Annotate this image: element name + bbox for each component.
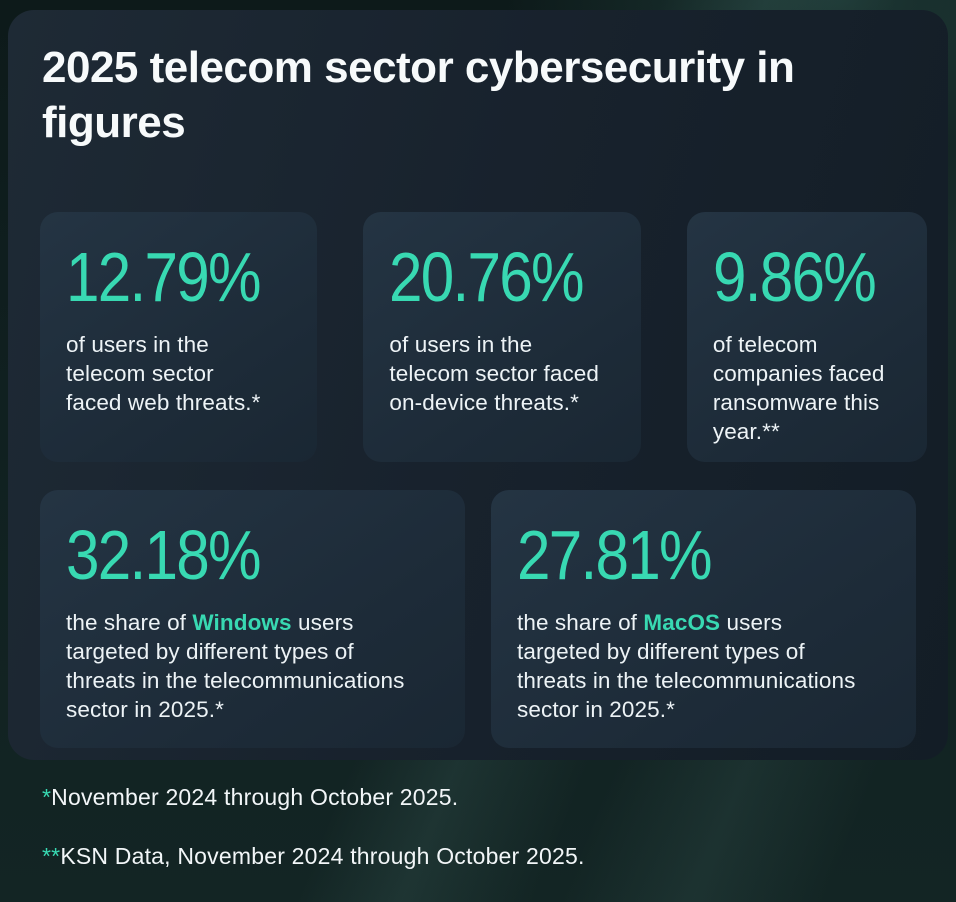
footnote-asterisk: *November 2024 through October 2025.: [42, 783, 585, 811]
stat-description-line: threats in the telecommunications: [66, 668, 405, 693]
stat-description-line: threats in the telecommunications: [517, 668, 856, 693]
macos-highlight: MacOS: [643, 610, 721, 635]
stat-description-line: targeted by different types of: [517, 639, 805, 664]
stat-description-line: year.**: [712, 419, 780, 444]
footnote-double-asterisk: **KSN Data, November 2024 through Octobe…: [42, 842, 585, 870]
stat-description-line: targeted by different types of: [66, 639, 354, 664]
footnote-marker: **: [42, 843, 61, 869]
main-panel: 2025 telecom sector cybersecurity in fig…: [8, 10, 948, 760]
stats-row-bottom: 32.18% the share of Windows users target…: [40, 490, 916, 748]
stat-description-line: companies faced: [712, 361, 885, 386]
stat-value: 9.86%: [712, 238, 877, 316]
page-title-line: figures: [42, 98, 186, 147]
stat-description-line: on-device threats.*: [389, 390, 579, 415]
stat-description-line: the share of Windows users: [66, 610, 354, 635]
stat-card-ransomware: 9.86% of telecom companies faced ransomw…: [686, 212, 928, 462]
stat-card-web-threats: 12.79% of users in the telecom sector fa…: [40, 212, 318, 462]
page-title: 2025 telecom sector cybersecurity in fig…: [42, 40, 795, 150]
footnote-text: KSN Data, November 2024 through October …: [60, 843, 585, 869]
stats-row-top: 12.79% of users in the telecom sector fa…: [40, 212, 928, 462]
stat-card-macos: 27.81% the share of MacOS users targeted…: [491, 490, 916, 748]
stat-description-line: of telecom: [712, 332, 818, 357]
stat-card-device-threats: 20.76% of users in the telecom sector fa…: [363, 212, 641, 462]
stat-description-line: sector in 2025.*: [66, 697, 224, 722]
stat-description-line: of users in the: [389, 332, 533, 357]
page-title-line: 2025 telecom sector cybersecurity in: [42, 43, 795, 92]
stat-description: of users in the telecom sector faced on-…: [389, 330, 614, 417]
stat-description: of telecom companies faced ransomware th…: [713, 330, 901, 446]
stat-description-line: sector in 2025.*: [517, 697, 675, 722]
stat-description: the share of MacOS users targeted by dif…: [517, 608, 890, 724]
stat-description-line: the share of MacOS users: [517, 610, 783, 635]
stat-description-line: telecom sector: [66, 361, 214, 386]
stat-description-line: faced web threats.*: [66, 390, 261, 415]
stat-description-line: ransomware this: [712, 390, 880, 415]
footnote-marker: *: [42, 784, 52, 810]
stat-value: 20.76%: [389, 238, 585, 316]
stat-description: the share of Windows users targeted by d…: [66, 608, 439, 724]
stat-value: 27.81%: [517, 516, 713, 594]
stat-description: of users in the telecom sector faced web…: [66, 330, 291, 417]
windows-highlight: Windows: [192, 610, 292, 635]
stat-value: 32.18%: [66, 516, 262, 594]
stat-description-line: of users in the: [66, 332, 209, 357]
footnotes: *November 2024 through October 2025. **K…: [42, 783, 585, 901]
footnote-text: November 2024 through October 2025.: [51, 784, 459, 810]
stat-value: 12.79%: [66, 238, 262, 316]
stat-card-windows: 32.18% the share of Windows users target…: [40, 490, 465, 748]
stat-description-line: telecom sector faced: [389, 361, 600, 386]
